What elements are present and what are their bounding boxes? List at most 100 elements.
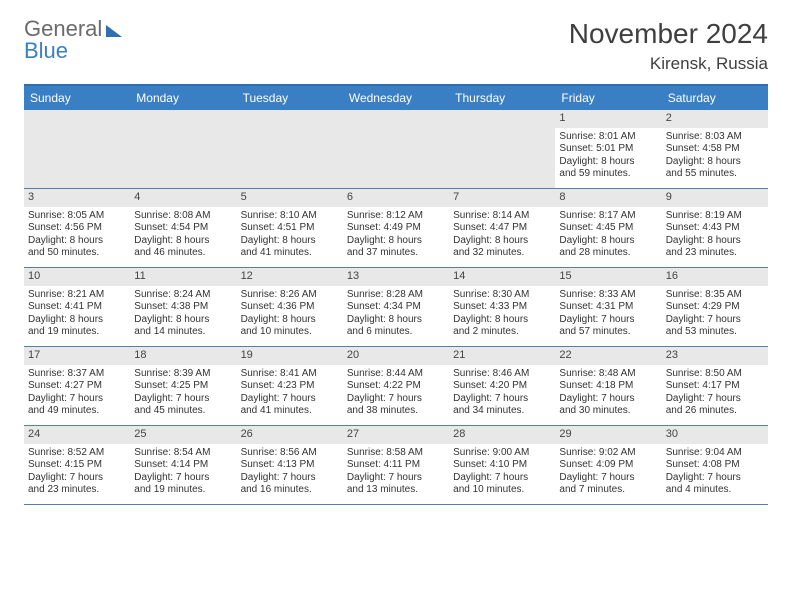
sail-icon (106, 25, 122, 37)
sunrise-text: Sunrise: 8:14 AM (453, 210, 551, 223)
sunset-text: Sunset: 4:22 PM (347, 380, 445, 393)
empty-cell (237, 110, 343, 188)
day-number: 23 (662, 347, 768, 365)
dow-sun: Sunday (24, 86, 130, 110)
sunset-text: Sunset: 4:11 PM (347, 459, 445, 472)
daylight-text: and 41 minutes. (241, 405, 339, 418)
daylight-text: and 28 minutes. (559, 247, 657, 260)
sunrise-text: Sunrise: 8:03 AM (666, 131, 764, 144)
daylight-text: Daylight: 7 hours (241, 472, 339, 485)
sunset-text: Sunset: 4:36 PM (241, 301, 339, 314)
daylight-text: and 38 minutes. (347, 405, 445, 418)
sunrise-text: Sunrise: 8:21 AM (28, 289, 126, 302)
sunset-text: Sunset: 4:54 PM (134, 222, 232, 235)
day-cell: 26Sunrise: 8:56 AMSunset: 4:13 PMDayligh… (237, 426, 343, 504)
day-number: 17 (24, 347, 130, 365)
daylight-text: Daylight: 7 hours (666, 472, 764, 485)
sunset-text: Sunset: 4:38 PM (134, 301, 232, 314)
sunset-text: Sunset: 4:51 PM (241, 222, 339, 235)
day-cell: 30Sunrise: 9:04 AMSunset: 4:08 PMDayligh… (662, 426, 768, 504)
sunrise-text: Sunrise: 8:44 AM (347, 368, 445, 381)
daylight-text: and 50 minutes. (28, 247, 126, 260)
dow-thu: Thursday (449, 86, 555, 110)
daylight-text: Daylight: 8 hours (559, 235, 657, 248)
sunset-text: Sunset: 4:47 PM (453, 222, 551, 235)
daylight-text: and 16 minutes. (241, 484, 339, 497)
daylight-text: Daylight: 8 hours (241, 314, 339, 327)
day-cell: 29Sunrise: 9:02 AMSunset: 4:09 PMDayligh… (555, 426, 661, 504)
sunrise-text: Sunrise: 8:35 AM (666, 289, 764, 302)
day-number: 15 (555, 268, 661, 286)
daylight-text: and 49 minutes. (28, 405, 126, 418)
dow-wed: Wednesday (343, 86, 449, 110)
dow-sat: Saturday (662, 86, 768, 110)
daylight-text: and 41 minutes. (241, 247, 339, 260)
day-number: 11 (130, 268, 236, 286)
sunrise-text: Sunrise: 8:28 AM (347, 289, 445, 302)
sunset-text: Sunset: 4:31 PM (559, 301, 657, 314)
daylight-text: Daylight: 7 hours (453, 393, 551, 406)
week-row: 24Sunrise: 8:52 AMSunset: 4:15 PMDayligh… (24, 426, 768, 505)
day-cell: 11Sunrise: 8:24 AMSunset: 4:38 PMDayligh… (130, 268, 236, 346)
sunrise-text: Sunrise: 8:37 AM (28, 368, 126, 381)
sunrise-text: Sunrise: 9:00 AM (453, 447, 551, 460)
day-cell: 5Sunrise: 8:10 AMSunset: 4:51 PMDaylight… (237, 189, 343, 267)
day-cell: 27Sunrise: 8:58 AMSunset: 4:11 PMDayligh… (343, 426, 449, 504)
daylight-text: and 19 minutes. (134, 484, 232, 497)
sunset-text: Sunset: 4:34 PM (347, 301, 445, 314)
day-number: 5 (237, 189, 343, 207)
daylight-text: and 6 minutes. (347, 326, 445, 339)
weeks-container: 1Sunrise: 8:01 AMSunset: 5:01 PMDaylight… (24, 110, 768, 505)
day-number: 26 (237, 426, 343, 444)
day-number: 4 (130, 189, 236, 207)
day-number: 9 (662, 189, 768, 207)
daylight-text: and 14 minutes. (134, 326, 232, 339)
sunset-text: Sunset: 4:23 PM (241, 380, 339, 393)
sunset-text: Sunset: 4:10 PM (453, 459, 551, 472)
calendar: Sunday Monday Tuesday Wednesday Thursday… (24, 84, 768, 505)
daylight-text: Daylight: 8 hours (453, 314, 551, 327)
logo-text-1: General (24, 18, 102, 40)
sunrise-text: Sunrise: 8:05 AM (28, 210, 126, 223)
day-number: 8 (555, 189, 661, 207)
sunrise-text: Sunrise: 8:33 AM (559, 289, 657, 302)
sunrise-text: Sunrise: 8:10 AM (241, 210, 339, 223)
sunrise-text: Sunrise: 8:54 AM (134, 447, 232, 460)
daylight-text: Daylight: 8 hours (666, 235, 764, 248)
sunrise-text: Sunrise: 8:39 AM (134, 368, 232, 381)
calendar-page: General Blue November 2024 Kirensk, Russ… (0, 0, 792, 505)
daylight-text: Daylight: 8 hours (559, 156, 657, 169)
sunset-text: Sunset: 4:20 PM (453, 380, 551, 393)
dow-tue: Tuesday (237, 86, 343, 110)
daylight-text: Daylight: 8 hours (666, 156, 764, 169)
day-number: 19 (237, 347, 343, 365)
daylight-text: Daylight: 7 hours (347, 472, 445, 485)
sunset-text: Sunset: 4:45 PM (559, 222, 657, 235)
daylight-text: Daylight: 8 hours (347, 314, 445, 327)
daylight-text: and 34 minutes. (453, 405, 551, 418)
sunset-text: Sunset: 4:43 PM (666, 222, 764, 235)
daylight-text: Daylight: 8 hours (134, 314, 232, 327)
week-row: 3 Sunrise: 8:05 AMSunset: 4:56 PM Daylight… (24, 189, 768, 268)
sunrise-text: Sunrise: 8:48 AM (559, 368, 657, 381)
sunrise-text: Sunrise: 8:58 AM (347, 447, 445, 460)
sunset-text: Sunset: 4:56 PM (28, 222, 126, 235)
day-cell: 12Sunrise: 8:26 AMSunset: 4:36 PMDayligh… (237, 268, 343, 346)
sunset-text: Sunset: 4:27 PM (28, 380, 126, 393)
day-number: 16 (662, 268, 768, 286)
day-number: 21 (449, 347, 555, 365)
sunset-text: Sunset: 4:25 PM (134, 380, 232, 393)
day-cell: 15Sunrise: 8:33 AMSunset: 4:31 PMDayligh… (555, 268, 661, 346)
daylight-text: and 30 minutes. (559, 405, 657, 418)
day-number: 29 (555, 426, 661, 444)
sunrise-text: Sunrise: 8:12 AM (347, 210, 445, 223)
day-number: 25 (130, 426, 236, 444)
day-number: 3 (24, 189, 130, 207)
sunset-text: Sunset: 5:01 PM (559, 143, 657, 156)
day-number: 18 (130, 347, 236, 365)
sunset-text: Sunset: 4:58 PM (666, 143, 764, 156)
day-number: 6 (343, 189, 449, 207)
day-number: 14 (449, 268, 555, 286)
empty-cell (343, 110, 449, 188)
daylight-text: Daylight: 7 hours (666, 393, 764, 406)
